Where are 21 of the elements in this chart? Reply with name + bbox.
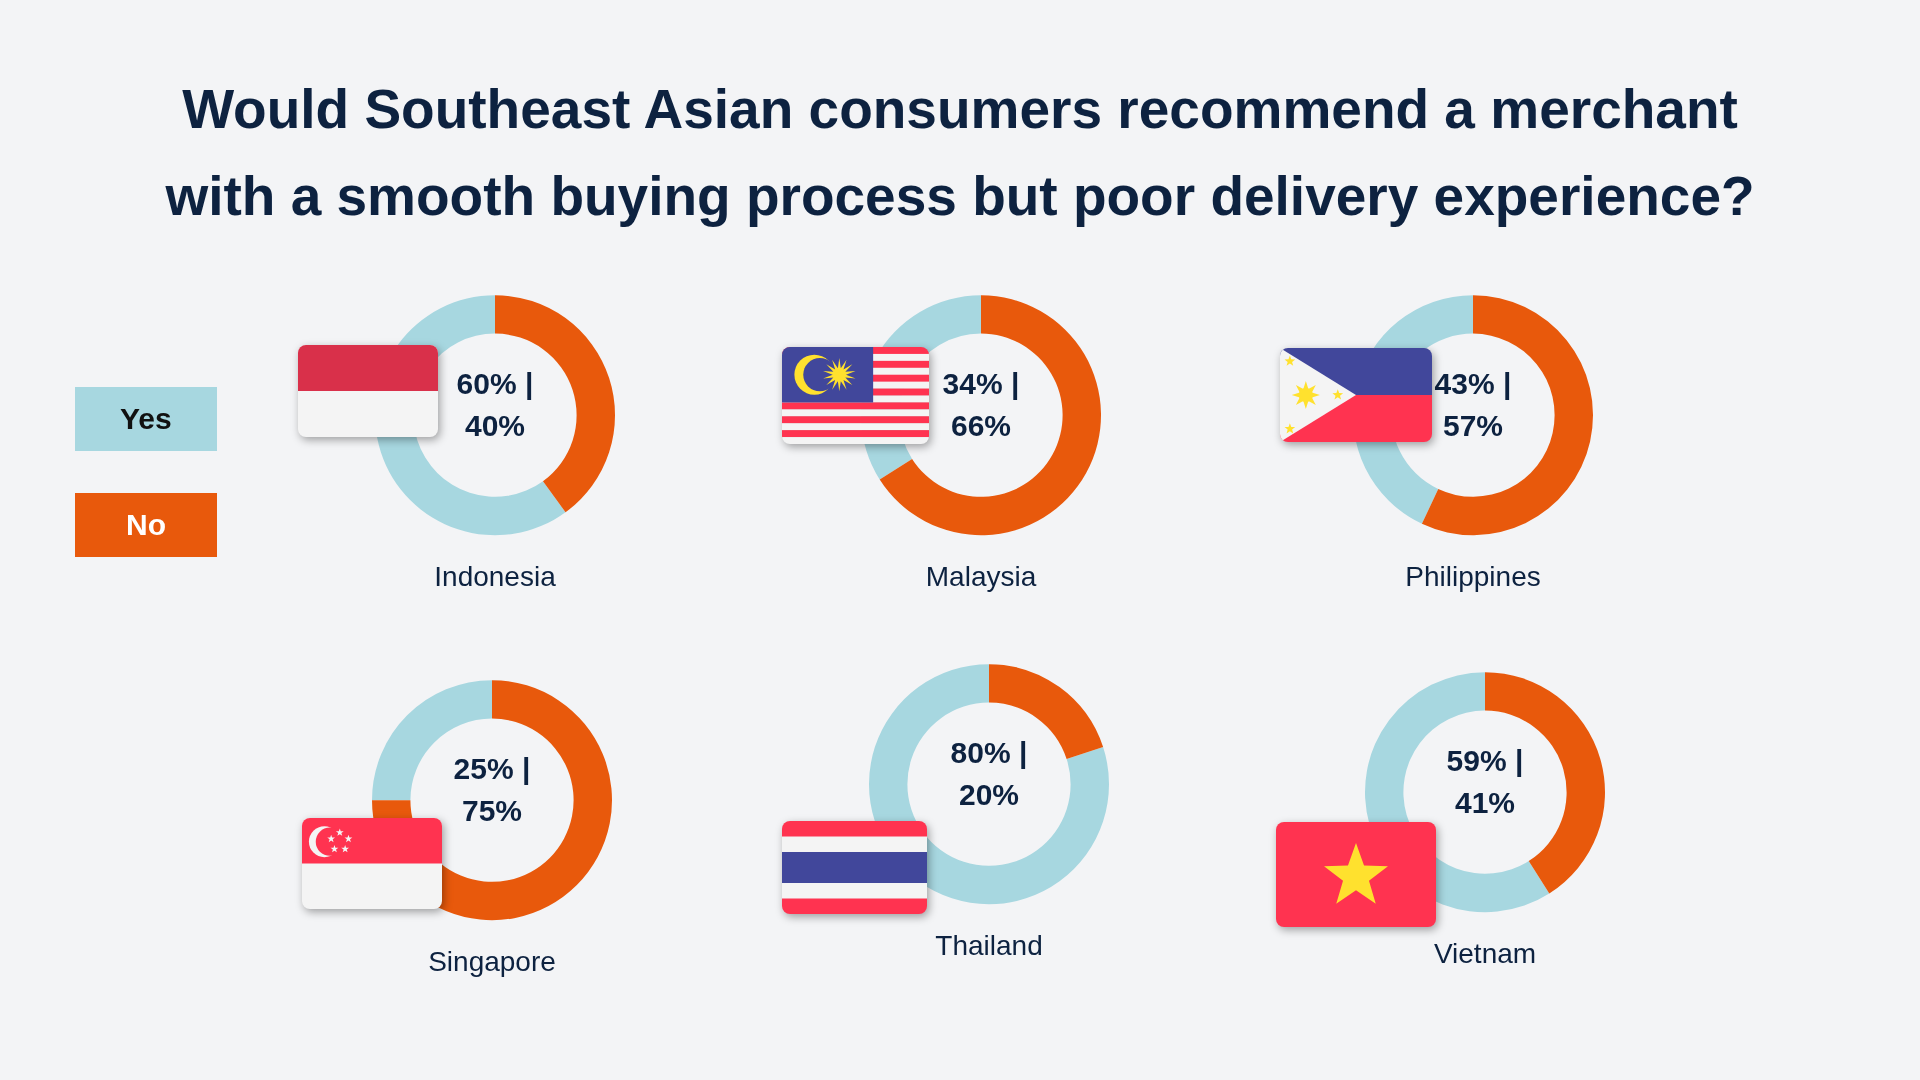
text: Vietnam bbox=[1433, 937, 1537, 969]
text: 80% | bbox=[950, 736, 1028, 770]
text: 75% bbox=[461, 794, 523, 828]
text: 41% bbox=[1454, 786, 1516, 820]
legend-label: No bbox=[126, 507, 166, 543]
text: 20% bbox=[958, 778, 1020, 812]
text: 25% | bbox=[453, 752, 531, 786]
text: 40% bbox=[464, 409, 526, 443]
text: 59% | bbox=[1446, 744, 1524, 778]
text: Malaysia bbox=[925, 560, 1037, 592]
text: Thailand bbox=[935, 929, 1043, 961]
text: 57% bbox=[1442, 409, 1504, 443]
legend-label: Yes bbox=[120, 401, 172, 437]
text: 66% bbox=[950, 409, 1012, 443]
text: Indonesia bbox=[434, 560, 557, 592]
text: Singapore bbox=[428, 945, 556, 977]
text: 43% | bbox=[1434, 367, 1512, 401]
text: Philippines bbox=[1405, 560, 1541, 592]
text: 34% | bbox=[942, 367, 1020, 401]
text: 60% | bbox=[456, 367, 534, 401]
text: Would Southeast Asian consumers recommend a merchant with a smooth buying process but poor delivery experience? bbox=[164, 77, 1756, 229]
